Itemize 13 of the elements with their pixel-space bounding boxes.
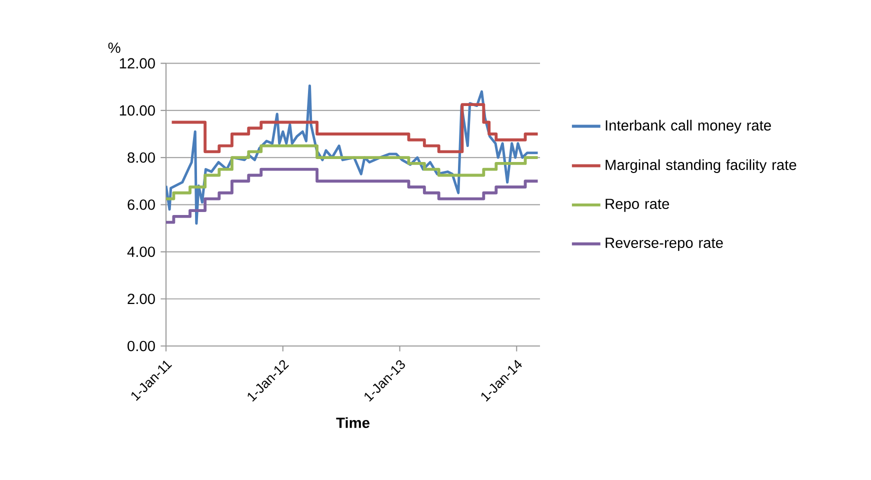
- x-axis-title: Time: [336, 417, 370, 428]
- y-tick-label: 12.00: [120, 58, 155, 69]
- y-tick-label: 2.00: [128, 294, 155, 304]
- y-tick-label: 10.00: [120, 105, 155, 116]
- y-tick-label: 6.00: [128, 199, 155, 210]
- legend-label: Marginal standing facility rate: [606, 159, 796, 173]
- legend-label: Reverse-repo rate: [606, 238, 723, 251]
- y-tick-label: 0.00: [128, 340, 155, 352]
- y-tick-label: 4.00: [127, 246, 155, 257]
- legend-label: Repo rate: [606, 198, 670, 212]
- legend-label: Interbank call money rate: [606, 120, 771, 134]
- y-axis-title: %: [108, 42, 120, 53]
- y-tick-label: 8.00: [128, 152, 155, 163]
